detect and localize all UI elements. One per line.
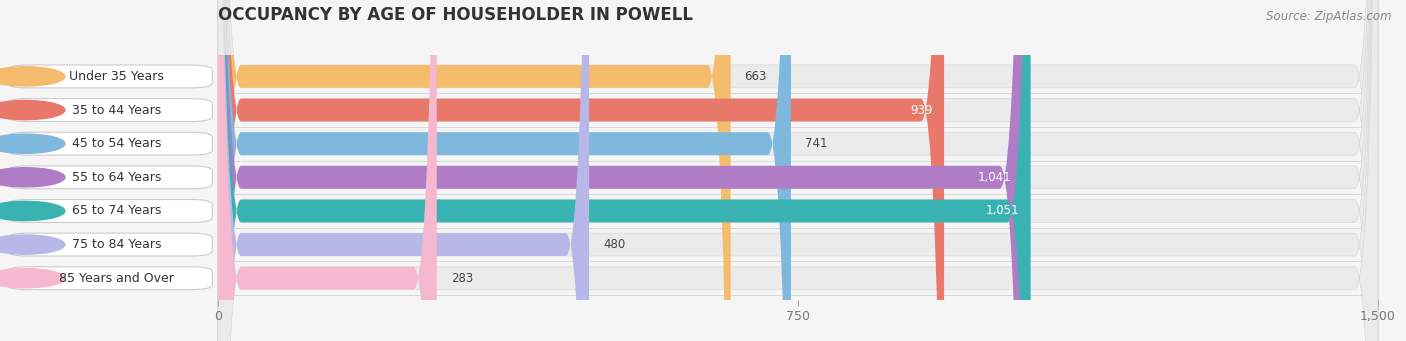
- FancyBboxPatch shape: [218, 0, 1378, 341]
- FancyBboxPatch shape: [218, 0, 1378, 341]
- Text: OCCUPANCY BY AGE OF HOUSEHOLDER IN POWELL: OCCUPANCY BY AGE OF HOUSEHOLDER IN POWEL…: [218, 6, 693, 24]
- FancyBboxPatch shape: [218, 0, 1378, 341]
- FancyBboxPatch shape: [218, 0, 1031, 341]
- Text: 283: 283: [451, 272, 472, 285]
- FancyBboxPatch shape: [218, 0, 731, 341]
- Text: Under 35 Years: Under 35 Years: [69, 70, 165, 83]
- Text: Source: ZipAtlas.com: Source: ZipAtlas.com: [1267, 10, 1392, 23]
- FancyBboxPatch shape: [218, 0, 589, 341]
- Text: 75 to 84 Years: 75 to 84 Years: [72, 238, 162, 251]
- FancyBboxPatch shape: [218, 0, 1378, 341]
- Text: 480: 480: [603, 238, 626, 251]
- Text: 35 to 44 Years: 35 to 44 Years: [72, 104, 162, 117]
- Text: 1,041: 1,041: [977, 171, 1011, 184]
- Text: 85 Years and Over: 85 Years and Over: [59, 272, 174, 285]
- FancyBboxPatch shape: [218, 0, 1378, 341]
- Text: 1,051: 1,051: [986, 205, 1019, 218]
- FancyBboxPatch shape: [218, 0, 792, 341]
- Text: 45 to 54 Years: 45 to 54 Years: [72, 137, 162, 150]
- FancyBboxPatch shape: [218, 0, 943, 341]
- Text: 65 to 74 Years: 65 to 74 Years: [72, 205, 162, 218]
- Text: 55 to 64 Years: 55 to 64 Years: [72, 171, 162, 184]
- Text: 741: 741: [804, 137, 827, 150]
- Text: 939: 939: [910, 104, 932, 117]
- FancyBboxPatch shape: [218, 0, 1378, 341]
- FancyBboxPatch shape: [218, 0, 1024, 341]
- FancyBboxPatch shape: [218, 0, 1378, 341]
- Text: 663: 663: [745, 70, 766, 83]
- FancyBboxPatch shape: [218, 0, 437, 341]
